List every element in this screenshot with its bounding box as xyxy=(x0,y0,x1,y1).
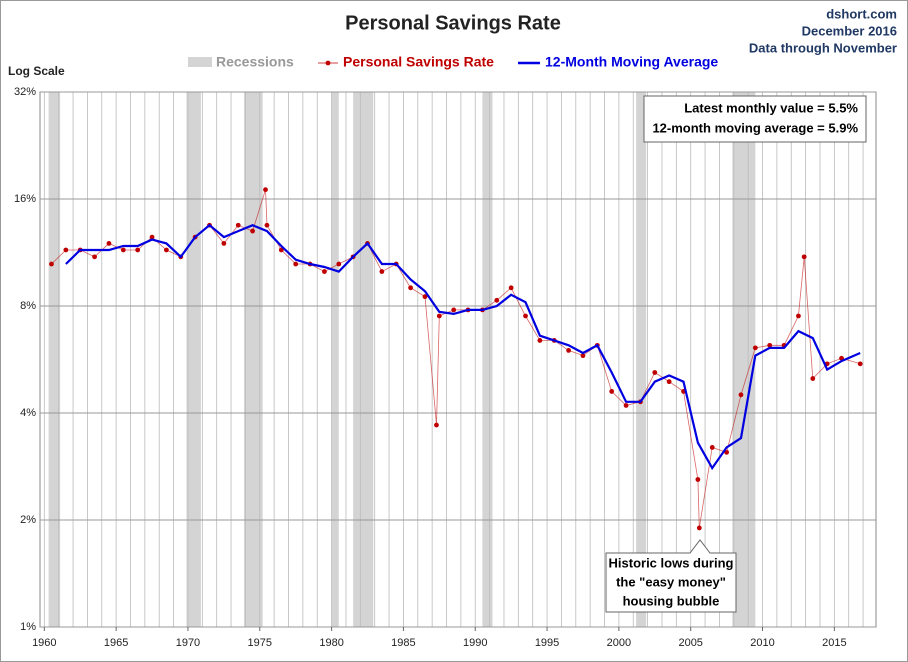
callout-box xyxy=(605,539,737,613)
data-point xyxy=(724,449,730,455)
data-point xyxy=(106,241,112,246)
data-point xyxy=(566,348,572,353)
x-tick-label: 1975 xyxy=(248,637,272,649)
recession-band xyxy=(482,92,493,627)
chart-title: Personal Savings Rate xyxy=(345,12,561,34)
data-point xyxy=(293,261,299,267)
data-point xyxy=(523,313,528,319)
x-tick-label: 2005 xyxy=(678,637,702,649)
y-tick-label: 16% xyxy=(14,193,36,205)
data-point xyxy=(709,445,715,450)
data-point xyxy=(696,525,702,531)
annotation-text: Latest monthly value = 5.5% xyxy=(684,100,858,115)
legend-label: 12-Month Moving Average xyxy=(545,54,718,70)
x-tick-label: 1995 xyxy=(535,637,559,649)
x-tick-label: 2000 xyxy=(607,637,631,649)
x-tick-label: 2015 xyxy=(822,637,846,649)
x-tick-label: 1980 xyxy=(319,637,343,649)
data-point xyxy=(263,187,268,193)
legend-swatch xyxy=(188,57,212,67)
annotation-text: the "easy money" xyxy=(616,574,726,589)
x-tick-label: 1965 xyxy=(104,637,128,649)
data-point xyxy=(810,376,816,381)
data-point xyxy=(695,477,701,482)
data-point xyxy=(434,422,439,428)
data-point xyxy=(436,313,442,319)
data-point xyxy=(609,389,615,394)
y-tick-label: 32% xyxy=(14,86,36,98)
series-line xyxy=(65,223,861,471)
data-point xyxy=(92,254,97,260)
data-point xyxy=(278,247,284,253)
data-point xyxy=(451,307,457,313)
data-point xyxy=(537,338,543,343)
data-point xyxy=(408,285,413,291)
recession-band xyxy=(186,92,201,627)
annotation-text: Historic lows during xyxy=(609,555,734,570)
source: Data through November xyxy=(749,40,897,55)
recession-band xyxy=(331,92,339,627)
data-point xyxy=(264,222,270,228)
data-point xyxy=(322,269,327,274)
data-point xyxy=(666,379,672,385)
x-tick-label: 1960 xyxy=(32,637,56,649)
recession-band xyxy=(732,92,756,627)
legend-swatch xyxy=(325,60,331,66)
data-point xyxy=(767,342,773,348)
y-tick-label: 2% xyxy=(20,514,36,526)
data-point xyxy=(250,228,255,234)
recession-band xyxy=(636,92,647,627)
annotation-text: 12-month moving average = 5.9% xyxy=(652,120,858,135)
source: December 2016 xyxy=(802,23,897,38)
data-point xyxy=(796,313,801,319)
data-point xyxy=(580,353,586,359)
data-point xyxy=(623,403,629,408)
data-point xyxy=(235,222,241,228)
data-point xyxy=(508,285,514,291)
recession-band xyxy=(353,92,374,627)
data-point xyxy=(164,247,169,253)
y-tick-label: 4% xyxy=(20,407,36,419)
y-tick-label: 1% xyxy=(20,621,36,633)
data-point xyxy=(801,254,807,260)
data-point xyxy=(149,234,155,240)
x-tick-label: 1990 xyxy=(463,637,487,649)
data-point xyxy=(221,241,227,246)
legend-label: Recessions xyxy=(216,54,294,70)
data-point xyxy=(752,345,758,351)
data-point xyxy=(120,247,126,253)
data-point xyxy=(63,247,69,253)
data-point xyxy=(738,392,744,398)
legend-label: Personal Savings Rate xyxy=(343,54,494,70)
annotation-box xyxy=(643,95,867,143)
data-point xyxy=(494,297,500,303)
y-tick-label: 8% xyxy=(20,300,36,312)
y-axis-label: Log Scale xyxy=(8,64,65,78)
recession-band xyxy=(48,92,61,627)
data-point xyxy=(652,370,658,375)
data-point xyxy=(857,361,863,367)
x-tick-label: 1970 xyxy=(176,637,200,649)
data-point xyxy=(422,294,428,300)
data-point xyxy=(379,269,385,274)
x-tick-label: 1985 xyxy=(391,637,415,649)
data-point xyxy=(336,261,342,267)
data-point xyxy=(135,247,141,253)
data-point xyxy=(49,261,54,267)
annotation-text: housing bubble xyxy=(623,593,720,608)
source: dshort.com xyxy=(826,6,897,21)
x-tick-label: 2010 xyxy=(750,637,774,649)
